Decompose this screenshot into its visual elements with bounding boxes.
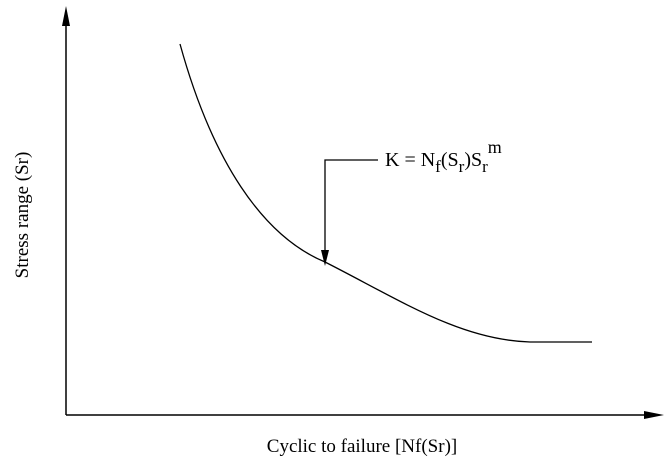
- annotation-part: K = N: [385, 149, 435, 171]
- annotation-part: f: [435, 157, 441, 176]
- leader-arrow: [321, 250, 329, 266]
- annotation-part: m: [488, 137, 502, 157]
- x-axis-arrow: [644, 411, 664, 419]
- annotation-part: r: [482, 157, 488, 176]
- x-axis-label: Cyclic to failure [Nf(Sr)]: [267, 436, 457, 457]
- annotation-part: (S: [441, 149, 459, 171]
- y-axis-label: Stress range (Sr): [12, 152, 33, 279]
- annotation-part: r: [459, 157, 465, 176]
- annotation-part: )S: [464, 149, 482, 171]
- annotation: K = Nf(Sr)Srm: [385, 137, 502, 176]
- leader-line: [324, 159, 378, 252]
- y-axis-arrow: [62, 6, 70, 26]
